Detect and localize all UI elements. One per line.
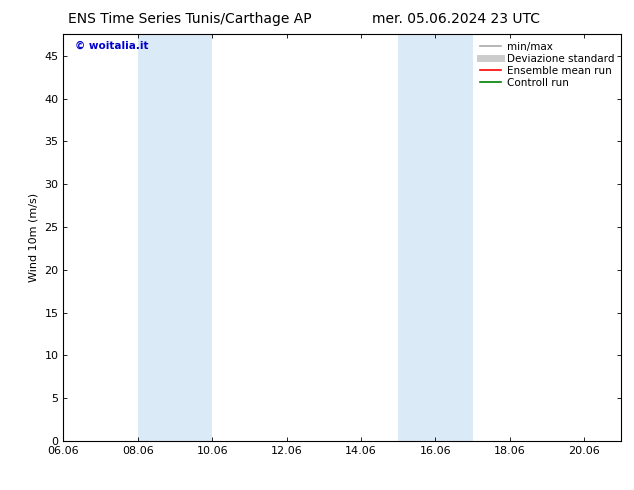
Text: mer. 05.06.2024 23 UTC: mer. 05.06.2024 23 UTC bbox=[373, 12, 540, 26]
Bar bbox=[398, 34, 472, 441]
Y-axis label: Wind 10m (m/s): Wind 10m (m/s) bbox=[29, 193, 39, 282]
Text: © woitalia.it: © woitalia.it bbox=[75, 40, 148, 50]
Text: ENS Time Series Tunis/Carthage AP: ENS Time Series Tunis/Carthage AP bbox=[68, 12, 312, 26]
Bar bbox=[138, 34, 212, 441]
Legend: min/max, Deviazione standard, Ensemble mean run, Controll run: min/max, Deviazione standard, Ensemble m… bbox=[476, 37, 618, 92]
